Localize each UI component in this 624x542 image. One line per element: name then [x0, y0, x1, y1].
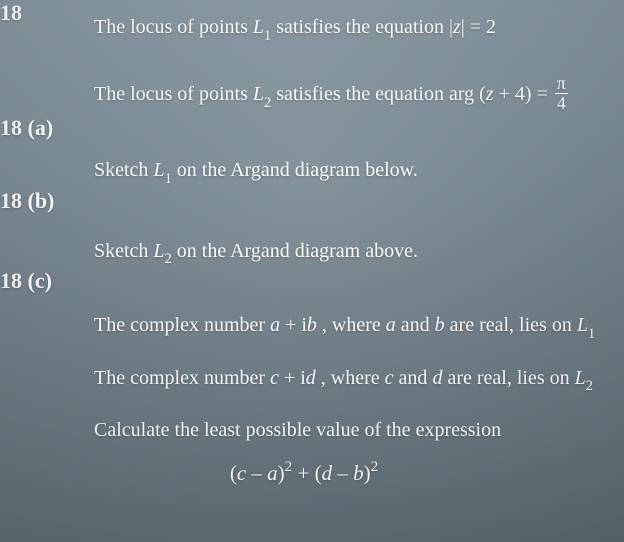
- text: are real, lies on: [442, 367, 574, 389]
- text: (: [230, 461, 237, 485]
- text: satisfies the equation |: [271, 16, 453, 38]
- text: + 4) =: [494, 83, 553, 105]
- text: on the Argand diagram above.: [172, 240, 418, 262]
- var-c: c: [270, 367, 279, 389]
- text: and: [394, 367, 433, 389]
- part-a: 18 (a) Sketch L1 on the Argand diagram b…: [0, 115, 624, 187]
- text: ): [364, 461, 371, 485]
- text: + i: [279, 367, 306, 389]
- locus-L: L: [575, 367, 586, 389]
- sub-1: 1: [165, 171, 172, 187]
- text: The complex number: [94, 314, 270, 336]
- locus-L: L: [153, 159, 164, 181]
- text: satisfies the equation arg (: [271, 83, 486, 105]
- part-c-text-1: The complex number a + ib , where a and …: [94, 314, 595, 336]
- var-b: b: [353, 461, 364, 485]
- var-c: c: [237, 461, 246, 485]
- sub-1: 1: [264, 28, 271, 44]
- sub-2: 2: [165, 251, 172, 267]
- var-c: c: [385, 367, 394, 389]
- sub-2: 2: [586, 378, 593, 394]
- var-a: a: [386, 314, 396, 336]
- text: The locus of points: [94, 83, 253, 105]
- locus-L: L: [253, 83, 264, 105]
- text: + i: [280, 314, 307, 336]
- intro-1-text: The locus of points L1 satisfies the equ…: [94, 16, 496, 38]
- part-b: 18 (b) Sketch L2 on the Argand diagram a…: [0, 188, 624, 268]
- var-a: a: [267, 461, 278, 485]
- intro-2-text: The locus of points L2 satisfies the equ…: [94, 83, 570, 105]
- part-a-label: 18 (a): [0, 115, 53, 141]
- part-c-line-2: The complex number c + id , where c and …: [0, 343, 624, 395]
- text: –: [246, 461, 267, 485]
- sup-2: 2: [285, 459, 293, 475]
- question-number: 18: [0, 0, 22, 26]
- frac-num: π: [555, 74, 568, 93]
- var-d: d: [306, 367, 316, 389]
- sub-1: 1: [588, 326, 595, 342]
- text: | = 2: [461, 16, 496, 38]
- locus-L: L: [253, 16, 264, 38]
- locus-L: L: [577, 314, 588, 336]
- part-c-text-3: Calculate the least possible value of th…: [94, 419, 501, 441]
- text: Sketch: [94, 240, 153, 262]
- text: –: [332, 461, 353, 485]
- text: on the Argand diagram below.: [172, 159, 418, 181]
- expression: (c – a)2 + (d – b)2: [230, 461, 378, 485]
- var-d: d: [432, 367, 442, 389]
- fraction-pi-over-4: π4: [555, 74, 568, 113]
- var-b: b: [435, 314, 445, 336]
- text: , where: [316, 367, 385, 389]
- var-b: b: [307, 314, 317, 336]
- part-c-expression: (c – a)2 + (d – b)2: [0, 444, 624, 487]
- var-d: d: [322, 461, 333, 485]
- var-z: z: [453, 16, 461, 38]
- part-c-line-3: Calculate the least possible value of th…: [0, 395, 624, 444]
- text: + (: [292, 461, 321, 485]
- part-b-label: 18 (b): [0, 188, 54, 214]
- frac-den: 4: [555, 93, 568, 113]
- text: and: [396, 314, 435, 336]
- sub-2: 2: [264, 95, 271, 111]
- part-b-text: Sketch L2 on the Argand diagram above.: [94, 240, 418, 262]
- part-c-line-1: 18 (c) The complex number a + ib , where…: [0, 268, 624, 342]
- text: are real, lies on: [445, 314, 577, 336]
- var-z: z: [486, 83, 494, 105]
- part-c-text-2: The complex number c + id , where c and …: [94, 367, 593, 389]
- part-c-label: 18 (c): [0, 268, 52, 294]
- text: ): [278, 461, 285, 485]
- text: Sketch: [94, 159, 153, 181]
- part-a-text: Sketch L1 on the Argand diagram below.: [94, 159, 418, 181]
- text: The complex number: [94, 367, 270, 389]
- intro-line-1: 18 The locus of points L1 satisfies the …: [0, 0, 624, 44]
- text: The locus of points: [94, 16, 253, 38]
- sup-2: 2: [371, 459, 379, 475]
- var-a: a: [270, 314, 280, 336]
- text: , where: [317, 314, 386, 336]
- intro-line-2: The locus of points L2 satisfies the equ…: [0, 44, 624, 115]
- locus-L: L: [153, 240, 164, 262]
